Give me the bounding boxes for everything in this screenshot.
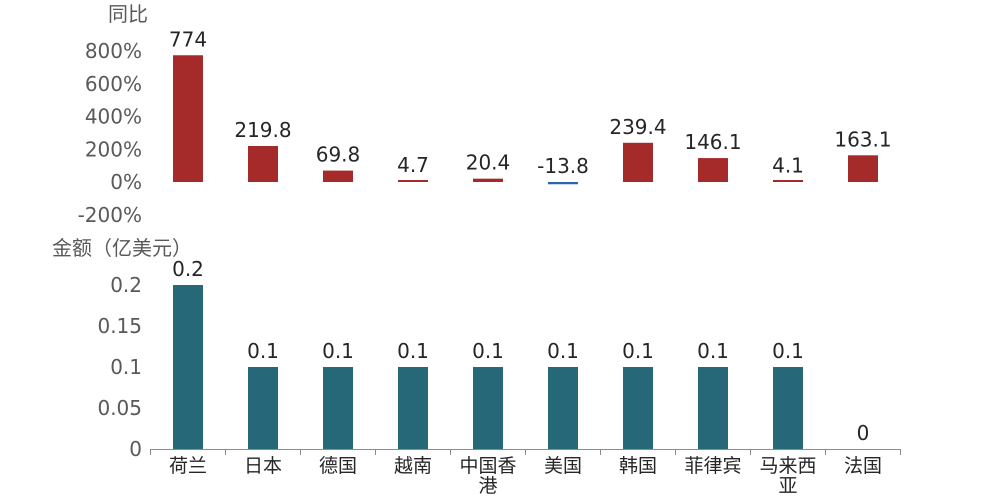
amount-y-tick-label: 0.15 — [97, 314, 142, 338]
amount-bar — [248, 367, 278, 449]
yoy-y-tick-label: 600% — [85, 72, 142, 96]
yoy-chart: 同比 800% 600% 400% 200% 0% -200% 774 219.8 69.8 4… — [78, 2, 892, 227]
amount-data-label: 0.1 — [772, 339, 804, 363]
category-label: 越南 — [394, 455, 432, 477]
yoy-bar — [848, 155, 878, 182]
amount-y-tick-label: 0.2 — [110, 273, 142, 297]
amount-bar — [698, 367, 728, 449]
yoy-y-tick-label: 200% — [85, 137, 142, 161]
yoy-data-label: 239.4 — [609, 115, 666, 139]
yoy-bar — [773, 180, 803, 182]
yoy-y-tick-label: -200% — [78, 203, 142, 227]
yoy-bar — [548, 182, 578, 185]
amount-bar — [323, 367, 353, 449]
amount-data-label: 0.1 — [547, 339, 579, 363]
yoy-data-label: 69.8 — [316, 143, 361, 167]
category-label: 港 — [478, 475, 497, 497]
amount-data-label: 0.1 — [622, 339, 654, 363]
yoy-bar — [398, 180, 428, 182]
amount-y-tick-label: 0.1 — [110, 355, 142, 379]
amount-chart: 金额（亿美元） 0.2 0.15 0.1 0.05 0 0.2 0.1 0.1 0.1 0.1 0… — [52, 236, 901, 497]
amount-data-label: 0.1 — [397, 339, 429, 363]
category-label: 法国 — [844, 455, 882, 477]
category-label: 中国香 — [459, 455, 516, 477]
yoy-data-label: 774 — [169, 27, 207, 51]
yoy-y-tick-label: 800% — [85, 39, 142, 63]
yoy-data-label: 163.1 — [834, 127, 891, 151]
amount-data-label: 0.1 — [322, 339, 354, 363]
amount-bar — [548, 367, 578, 449]
yoy-bar — [248, 146, 278, 182]
yoy-bar — [623, 142, 653, 182]
category-label: 亚 — [778, 475, 797, 497]
category-label: 菲律宾 — [684, 455, 741, 477]
amount-bar — [773, 367, 803, 449]
category-label: 韩国 — [619, 455, 657, 477]
category-label: 德国 — [319, 455, 357, 477]
yoy-y-tick-label: 400% — [85, 105, 142, 129]
amount-y-tick-label: 0 — [129, 437, 142, 461]
amount-data-label: 0.1 — [247, 339, 279, 363]
yoy-axis-title: 同比 — [108, 2, 148, 26]
amount-bar — [173, 285, 203, 449]
amount-axis-title: 金额（亿美元） — [52, 236, 192, 260]
amount-data-label: 0 — [857, 421, 870, 445]
yoy-bar — [173, 55, 203, 182]
amount-bar — [623, 367, 653, 449]
amount-data-label: 0.2 — [172, 257, 204, 281]
amount-bar — [398, 367, 428, 449]
category-label: 马来西 — [759, 455, 816, 477]
category-label: 美国 — [544, 455, 582, 477]
yoy-data-label: -13.8 — [537, 154, 589, 178]
amount-y-tick-label: 0.05 — [97, 396, 142, 420]
yoy-data-label: 219.8 — [234, 118, 291, 142]
yoy-bar — [698, 158, 728, 182]
amount-data-label: 0.1 — [472, 339, 504, 363]
yoy-bar — [473, 178, 503, 182]
yoy-data-label: 20.4 — [466, 151, 511, 175]
category-label: 荷兰 — [169, 455, 207, 477]
yoy-bar — [323, 170, 353, 182]
yoy-data-label: 4.7 — [397, 153, 429, 177]
yoy-data-label: 4.1 — [772, 153, 804, 177]
amount-data-label: 0.1 — [697, 339, 729, 363]
yoy-y-tick-label: 0% — [110, 170, 142, 194]
amount-bar — [473, 367, 503, 449]
yoy-data-label: 146.1 — [684, 130, 741, 154]
category-label: 日本 — [244, 455, 282, 477]
